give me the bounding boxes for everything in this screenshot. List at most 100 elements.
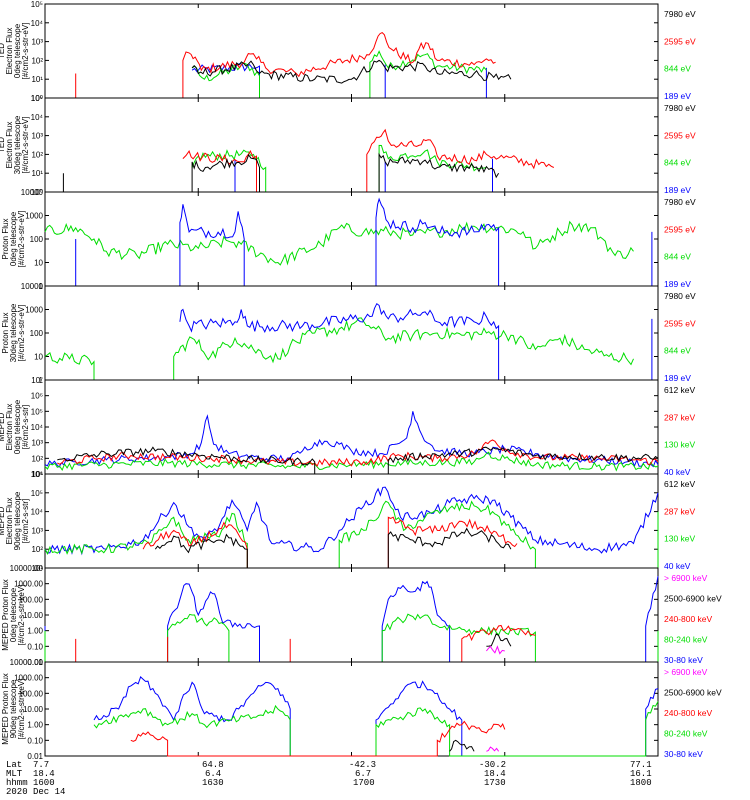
legend-entry: 2500-6900 keV [664, 688, 722, 698]
y-axis-label: TED [0, 137, 6, 153]
legend-entry: 189 eV [664, 91, 691, 101]
y-axis-label: Electron Flux [5, 122, 14, 169]
y-tick-label: 10³ [31, 38, 43, 47]
series-844-ev [44, 317, 634, 381]
legend-entry: 40 keV [664, 467, 691, 477]
y-tick-label: 0.10 [27, 736, 43, 745]
y-tick-label: 10² [31, 150, 43, 159]
y-axis-label: 30deg telescope [9, 303, 18, 362]
series-189-ev [179, 302, 653, 381]
legend-entry: 2595 eV [664, 224, 696, 234]
y-tick-label: 100 [30, 329, 44, 338]
y-tick-label: 10000 [21, 188, 44, 197]
legend-entry: 189 eV [664, 279, 691, 289]
series-7980-ev [191, 59, 512, 84]
y-axis-label: MEPED [0, 413, 6, 442]
y-tick-label: 10⁶ [31, 392, 43, 401]
y-tick-label: 10⁵ [31, 489, 43, 498]
series-844-ev [44, 220, 634, 266]
y-axis-label: 90deg telescope [9, 679, 18, 738]
y-tick-label: 10 [34, 353, 43, 362]
footer-lat-1: 64.8 [202, 760, 224, 770]
series-80-240-kev [93, 701, 659, 757]
y-tick-label: 10 [34, 259, 43, 268]
series-612-kev [57, 446, 659, 475]
y-axis-label: MEPED Proton Flux [1, 579, 10, 651]
legend-entry: 130 keV [664, 534, 696, 544]
y-axis-label: 90deg telescope [13, 491, 22, 550]
legend-entry: 2595 eV [664, 318, 696, 328]
y-tick-label: 1000 [25, 306, 43, 315]
y-axis-label: [#/cm2-s-str-eV] [21, 117, 30, 174]
legend-entry: > 6900 keV [664, 573, 708, 583]
series-287-kev [57, 439, 659, 467]
y-axis-label: [#/cm2-s-str-eV] [21, 23, 30, 80]
series-6900-kev [486, 746, 500, 752]
legend-entry: 287 keV [664, 412, 696, 422]
legend-entry: 40 keV [664, 561, 691, 571]
footer-mlt-4: 16.1 [630, 769, 652, 779]
y-tick-label: 10.00 [23, 611, 44, 620]
y-tick-label: 1000.00 [14, 580, 43, 589]
y-tick-label: 0.10 [27, 642, 43, 651]
footer-mlt-0: 18.4 [33, 769, 55, 779]
y-tick-label: 10³ [31, 526, 43, 535]
y-tick-label: 1 [39, 376, 44, 385]
y-tick-label: 10¹ [31, 169, 43, 178]
y-tick-label: 1.00 [27, 627, 43, 636]
legend-entry: 7980 eV [664, 103, 696, 113]
y-axis-label: 0deg telescope [9, 587, 18, 642]
y-tick-label: 10¹ [31, 470, 43, 479]
y-axis-label: Electron Flux [5, 404, 14, 451]
y-axis-label: Electron Flux [5, 28, 14, 75]
series-240-800-kev [130, 720, 506, 757]
legend-entry: 844 eV [664, 252, 691, 262]
y-tick-label: 100 [30, 235, 44, 244]
legend-entry: 30-80 keV [664, 749, 703, 759]
y-axis-label: 0deg telescope [9, 211, 18, 266]
y-axis-label: MEPED [0, 507, 6, 536]
y-tick-label: 100.00 [19, 595, 44, 604]
legend-entry: 80-240 keV [664, 729, 708, 739]
y-tick-label: 10³ [31, 132, 43, 141]
footer-lat-3: -30.2 [479, 760, 507, 770]
legend-entry: 240-800 keV [664, 708, 713, 718]
legend-entry: 287 keV [664, 506, 696, 516]
legend-entry: > 6900 keV [664, 667, 708, 677]
series-240-800-kev [75, 624, 536, 663]
y-tick-label: 10⁶ [31, 470, 43, 479]
legend-entry: 844 eV [664, 346, 691, 356]
series-2500-6900-kev [449, 739, 475, 752]
legend-entry: 2500-6900 keV [664, 594, 722, 604]
series-6900-kev [486, 645, 505, 655]
panel-5: 10¹ 10² 10³ 10⁴ 10⁵ 10⁶ MEPED Electron Flux 90de… [0, 470, 696, 573]
footer-lat-2: -42.3 [349, 760, 377, 770]
panel-6: 0.01 0.10 1.00 10.00 100.00 1000.00 10000.00ME… [1, 564, 722, 667]
y-axis-label: Electron Flux [5, 498, 14, 545]
y-tick-label: 10¹ [31, 75, 43, 84]
legend-entry: 80-240 keV [664, 635, 708, 645]
footer-hhmm-1: 1630 [202, 778, 224, 788]
y-axis-label: [#/cm2-s-str-keV] [17, 679, 26, 740]
legend-entry: 7980 eV [664, 197, 696, 207]
series-2500-6900-kev [486, 633, 512, 647]
y-tick-label: 10.00 [23, 705, 44, 714]
footer-hhmm-3: 1730 [484, 778, 506, 788]
y-tick-label: 1000.00 [14, 674, 43, 683]
legend-entry: 7980 eV [664, 291, 696, 301]
y-tick-label: 10⁴ [31, 423, 44, 432]
footer-label-hhmm: hhmm [6, 778, 28, 788]
y-axis-label: [#/cm2-s-str] [21, 405, 30, 449]
y-axis-label: 30deg telescope [13, 115, 22, 174]
panel-7: 0.01 0.10 1.00 10.00 100.00 1000.00 10000.00ME… [1, 658, 722, 761]
series-30-80-kev [93, 676, 659, 757]
legend-entry: 844 eV [664, 158, 691, 168]
y-tick-label: 1.00 [27, 721, 43, 730]
legend-entry: 612 keV [664, 385, 696, 395]
legend-entry: 844 eV [664, 64, 691, 74]
y-axis-label: Proton Flux [1, 219, 10, 260]
y-tick-label: 10⁴ [31, 508, 44, 517]
footer-mlt-3: 18.4 [484, 769, 506, 779]
legend-entry: 189 eV [664, 373, 691, 383]
